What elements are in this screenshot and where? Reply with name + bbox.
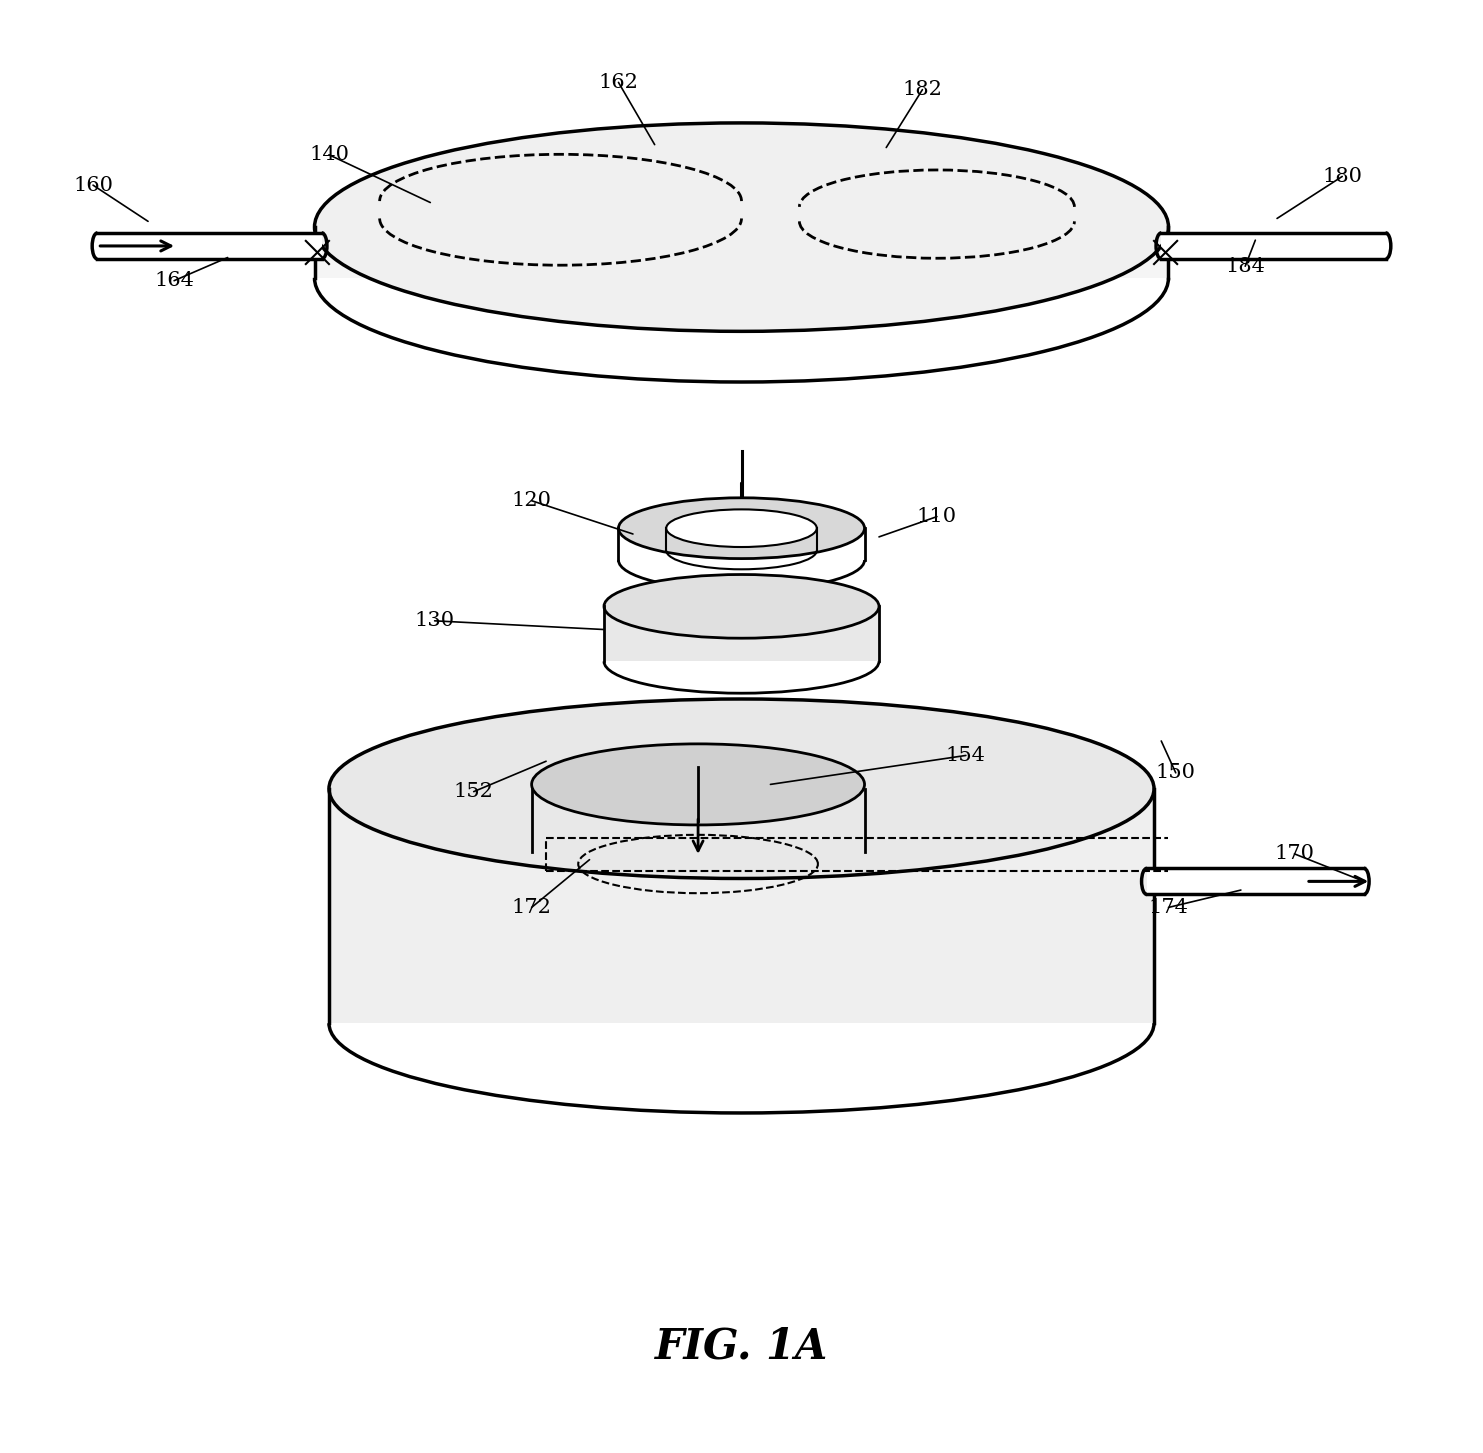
- Text: 152: 152: [454, 782, 494, 801]
- Text: 130: 130: [415, 612, 455, 631]
- Text: 180: 180: [1323, 167, 1363, 186]
- Text: 174: 174: [1148, 898, 1188, 917]
- Ellipse shape: [531, 744, 865, 825]
- Polygon shape: [604, 606, 879, 661]
- Text: 170: 170: [1274, 844, 1314, 863]
- Ellipse shape: [604, 574, 879, 638]
- Text: 154: 154: [946, 745, 986, 764]
- Polygon shape: [1161, 232, 1385, 259]
- Text: 160: 160: [73, 176, 113, 195]
- Text: 120: 120: [512, 491, 552, 510]
- Text: FIG. 1A: FIG. 1A: [655, 1325, 828, 1367]
- Ellipse shape: [618, 498, 865, 558]
- Text: 164: 164: [154, 272, 194, 291]
- Text: 150: 150: [1155, 763, 1195, 782]
- Ellipse shape: [329, 699, 1154, 879]
- Polygon shape: [314, 227, 1169, 278]
- Ellipse shape: [666, 510, 817, 546]
- Text: 140: 140: [308, 145, 349, 164]
- Text: 110: 110: [916, 507, 957, 526]
- Polygon shape: [329, 789, 1154, 1023]
- Polygon shape: [98, 232, 322, 259]
- Ellipse shape: [314, 124, 1169, 331]
- Text: 162: 162: [599, 73, 638, 92]
- Text: 182: 182: [903, 80, 942, 99]
- Text: 172: 172: [512, 898, 552, 917]
- Text: 184: 184: [1225, 257, 1265, 276]
- Polygon shape: [1146, 869, 1364, 895]
